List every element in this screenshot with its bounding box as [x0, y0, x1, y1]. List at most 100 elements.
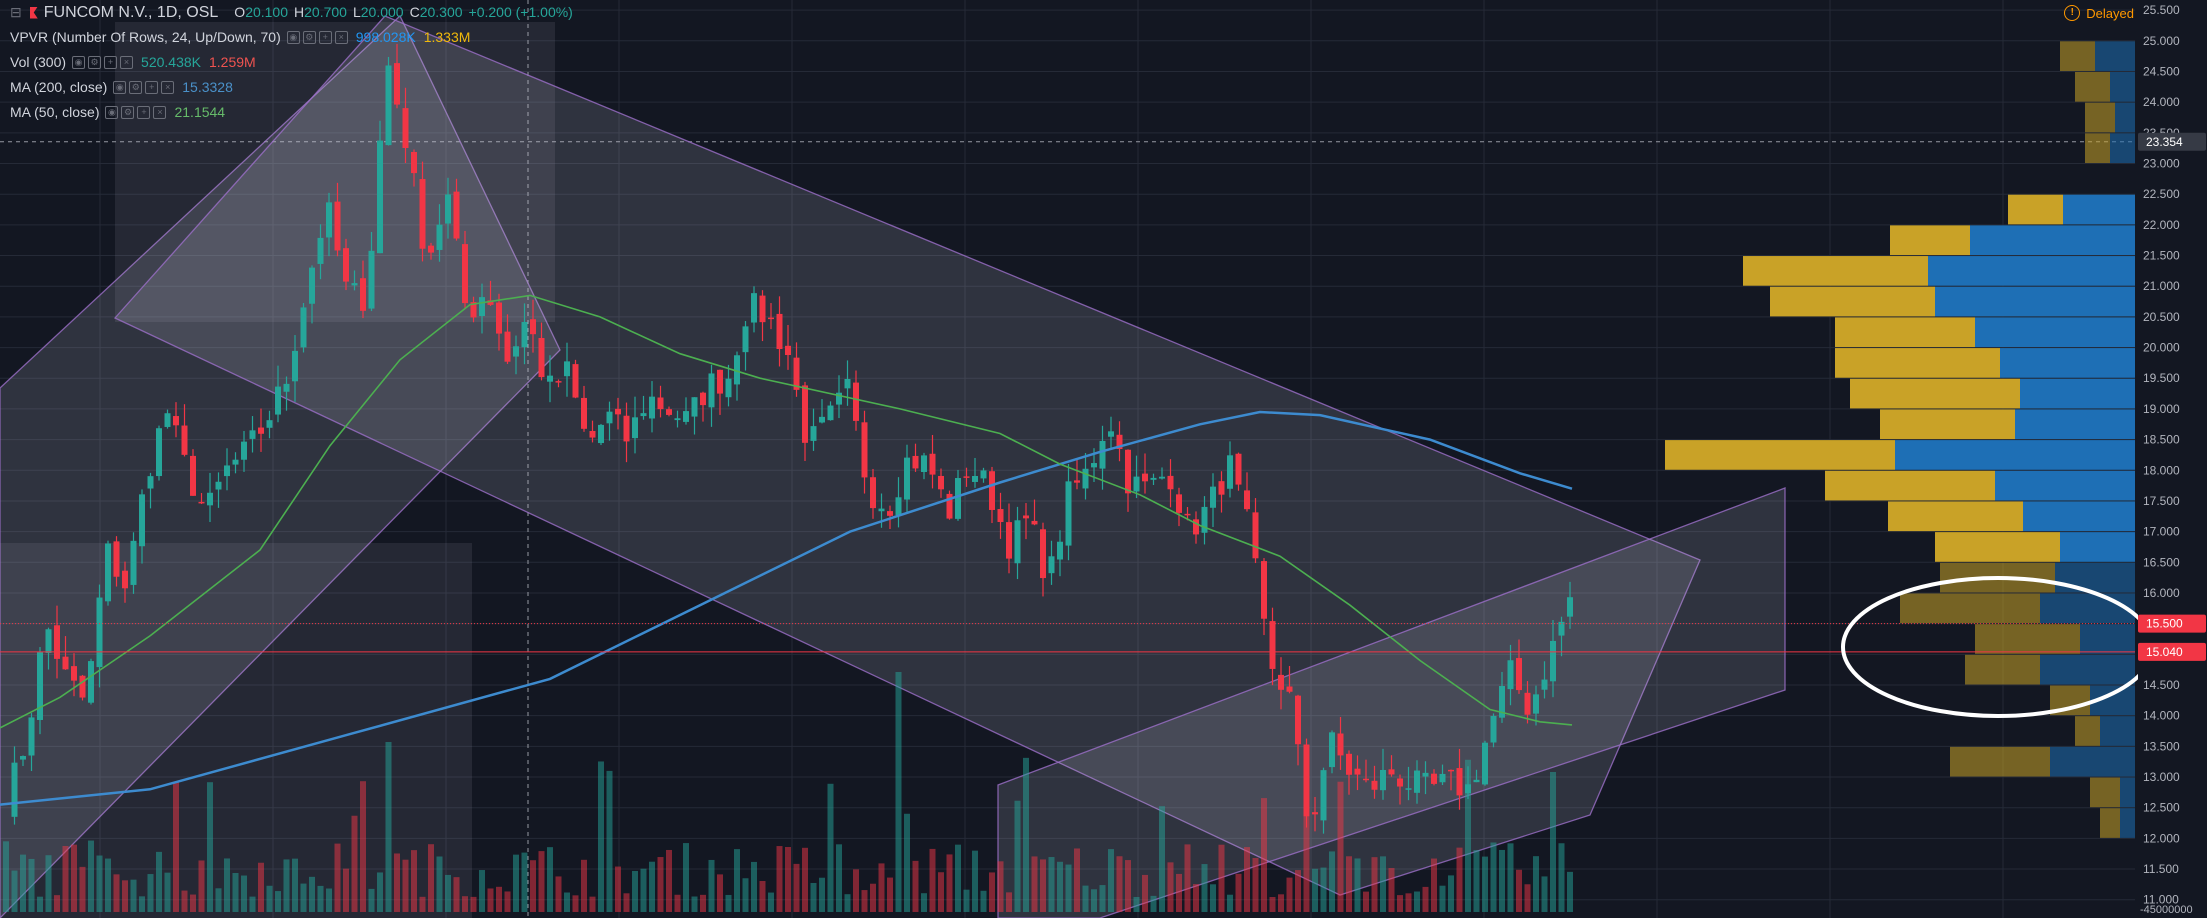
candle-body: [1091, 463, 1097, 468]
candle: [989, 466, 995, 524]
candle: [1074, 459, 1080, 490]
price-tick-label: 12.000: [2143, 831, 2180, 845]
volume-bar: [538, 851, 545, 912]
candle-body: [428, 245, 434, 253]
price-tick-label: 13.500: [2143, 739, 2180, 753]
volume-bar: [938, 872, 944, 912]
volume-bar: [1405, 893, 1412, 912]
price-tick-label: 24.000: [2143, 95, 2180, 109]
candle-body: [666, 409, 672, 415]
vp-row-up: [2080, 624, 2135, 654]
volume-axis-label: -45000000: [2140, 904, 2193, 916]
indicator-ma200[interactable]: MA (200, close) ◉ ⚙ + × 15.3328: [10, 79, 233, 95]
range-box-bottom: [0, 543, 472, 918]
volume-bar: [513, 854, 519, 912]
candle-body: [640, 413, 647, 417]
volume-bar: [419, 896, 426, 912]
volume-bar: [632, 870, 638, 912]
candle-body: [487, 300, 494, 305]
indicator-vol[interactable]: Vol (300) ◉ ⚙ + × 520.438K 1.259M: [10, 54, 256, 70]
candle: [598, 423, 604, 446]
candle: [360, 260, 366, 319]
volume-bar: [215, 888, 222, 912]
candle-body: [402, 108, 409, 148]
volume-bar: [28, 858, 35, 912]
volume-bar: [1329, 851, 1335, 912]
candle-body: [198, 501, 205, 504]
candle-body: [1133, 476, 1140, 492]
candle-body: [513, 346, 519, 357]
candle: [300, 302, 307, 353]
candle-body: [445, 194, 451, 224]
candle-body: [1363, 778, 1369, 781]
candle-body: [1439, 773, 1446, 783]
volume-bar: [530, 860, 536, 912]
volume-bar: [1099, 885, 1106, 912]
candle-body: [691, 397, 698, 417]
volume-bar: [232, 872, 239, 912]
volume-bar: [1091, 889, 1097, 912]
volume-bar: [691, 896, 698, 912]
candle: [1082, 452, 1089, 500]
volume-bar: [479, 870, 485, 912]
indicator-controls[interactable]: ◉ ⚙ + ×: [72, 56, 134, 69]
candle: [742, 321, 749, 371]
candle-body: [768, 317, 774, 320]
candle-body: [215, 481, 222, 490]
volume-bar: [708, 859, 715, 912]
volume-bar: [768, 892, 774, 912]
candle-body: [1244, 490, 1250, 510]
indicator-controls[interactable]: ◉ ⚙ + ×: [113, 81, 175, 94]
indicator-controls[interactable]: ◉ ⚙ + ×: [105, 106, 167, 119]
candle: [1431, 769, 1437, 786]
candle: [997, 492, 1004, 539]
candle: [71, 653, 77, 697]
candle: [810, 408, 817, 451]
volume-bar: [1473, 850, 1480, 912]
candle-body: [300, 307, 307, 348]
candle-body: [895, 497, 902, 516]
warning-icon: !: [2064, 5, 2081, 21]
volume-bar: [1414, 891, 1420, 912]
candle: [419, 161, 426, 262]
volume-bar: [79, 866, 86, 912]
volume-bar: [819, 877, 825, 912]
volume-bar: [1278, 894, 1284, 912]
vp-row-down: [1743, 256, 1928, 286]
candle-body: [504, 331, 511, 362]
candle-body: [1125, 449, 1131, 494]
candle: [768, 303, 774, 330]
candle-body: [1388, 769, 1395, 775]
candle-body: [105, 543, 111, 602]
volume-bar: [904, 813, 910, 912]
indicator-ma50[interactable]: MA (50, close) ◉ ⚙ + × 21.1544: [10, 104, 226, 120]
candle-body: [71, 666, 77, 681]
candle: [683, 397, 689, 425]
volume-bar: [1014, 800, 1021, 912]
candle-body: [793, 357, 800, 390]
candle: [241, 431, 247, 472]
collapse-icon[interactable]: ⊟: [10, 4, 22, 20]
symbol-title[interactable]: FUNCOM N.V., 1D, OSL: [43, 4, 219, 21]
candle-body: [1142, 473, 1148, 482]
candle-body: [615, 408, 621, 415]
volume-profile: [1665, 41, 2135, 838]
candle-body: [79, 675, 86, 698]
candle: [1533, 685, 1539, 726]
volume-bar: [317, 885, 324, 912]
indicator-vpvr[interactable]: VPVR (Number Of Rows, 24, Up/Down, 70) ◉…: [10, 29, 471, 45]
candle: [1456, 748, 1463, 810]
candle: [1142, 453, 1148, 494]
candle-body: [147, 476, 154, 489]
candlesticks: [11, 43, 1573, 834]
price-tick-label: 24.500: [2143, 64, 2180, 78]
delayed-badge[interactable]: ! Delayed: [2064, 5, 2134, 21]
indicator-controls[interactable]: ◉ ⚙ + ×: [286, 31, 348, 44]
candle-body: [1422, 772, 1429, 777]
volume-bar: [521, 852, 528, 912]
trend-channels: [0, 14, 1786, 918]
price-tick-label: 17.500: [2143, 494, 2180, 508]
volume-bar: [37, 896, 43, 912]
candle: [708, 364, 715, 427]
